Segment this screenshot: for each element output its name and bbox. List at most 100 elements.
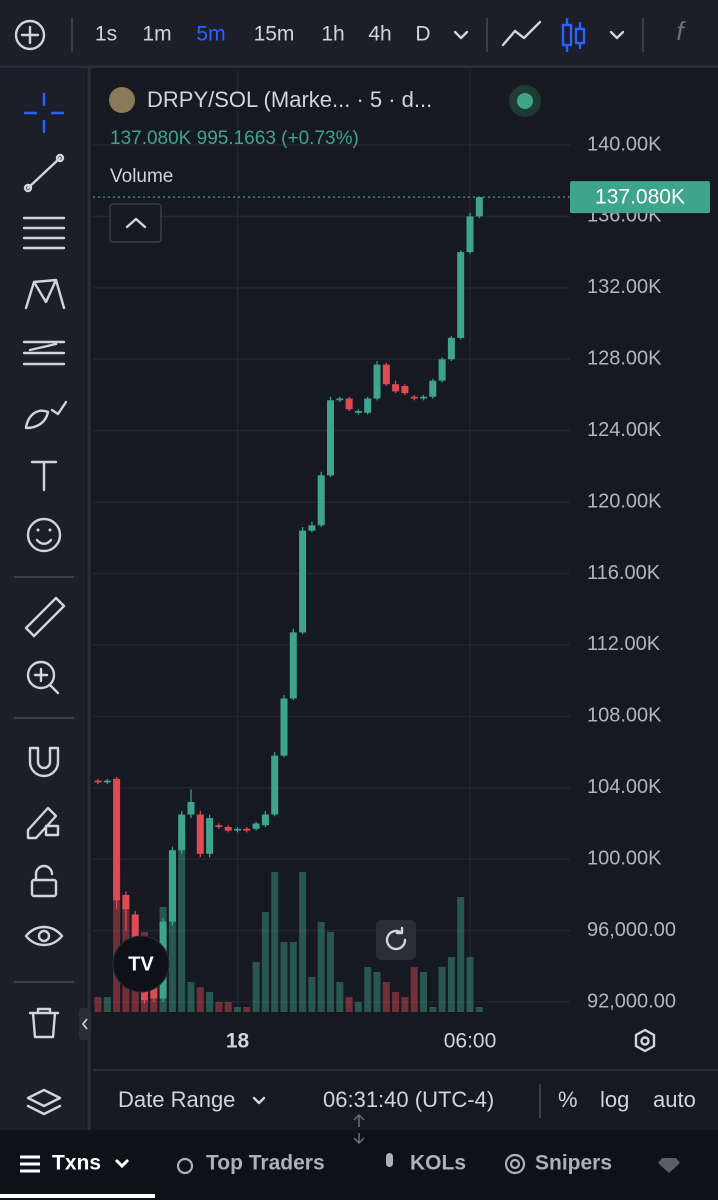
candle-body [289,632,297,699]
volume-bar [420,972,427,1012]
volume-bar [345,997,353,1012]
log-toggle[interactable]: log [600,1087,629,1112]
kols-icon [386,1153,393,1167]
symbol-title[interactable]: DRPY/SOL (Marke... · 5 · d... [147,87,432,112]
pattern-tool[interactable] [24,278,66,310]
resize-handle[interactable] [353,1113,365,1145]
visibility-tool[interactable] [24,925,64,947]
prediction-tool[interactable] [22,340,66,366]
volume-label: Volume [110,166,173,187]
candle-body [457,252,465,338]
volume-bar [466,957,474,1012]
candle-body [243,828,251,831]
y-tick-label: 112.00K [587,633,661,655]
add-button[interactable] [14,19,46,51]
tab[interactable]: Snipers [535,1152,612,1175]
tab[interactable]: Top Traders [206,1152,325,1175]
candle-body [438,359,446,381]
tv-logo [112,935,170,993]
candle-type-button[interactable] [561,18,586,52]
crosshair-tool[interactable] [24,93,64,133]
interval-button[interactable]: 1h [321,23,344,46]
tab[interactable]: Txns [52,1152,101,1175]
candle-body [327,400,334,476]
candle-body [392,384,400,392]
volume-bar [475,1007,483,1012]
magnet-tool[interactable] [28,746,60,778]
reset-icon [385,926,407,951]
interval-button[interactable]: 1m [142,23,171,46]
ruler-tool[interactable] [24,596,66,638]
volume-bar [261,912,269,1012]
volume-bar [187,982,195,1012]
delete-tool[interactable] [28,1007,60,1039]
settings-button[interactable] [634,1028,656,1053]
candle-body [94,780,102,783]
y-tick-label: 116.00K [587,562,661,584]
layers-button[interactable] [26,1088,62,1116]
txns-menu[interactable] [114,1158,130,1169]
candle-body [280,698,288,756]
indicators-button[interactable]: f [676,16,686,46]
auto-toggle[interactable]: auto [653,1087,696,1112]
text-tool[interactable] [30,460,58,492]
volume-bar [206,992,214,1012]
volume-bar [168,857,176,1012]
volume-bar [243,1007,251,1012]
chart-area [93,68,718,1070]
candle-body [168,850,176,922]
lock-drawing-tool[interactable] [26,806,60,840]
y-tick-label: 92,000.00 [587,990,676,1012]
clock[interactable]: 06:31:40 (UTC-4) [323,1087,494,1112]
candle-body [382,364,390,385]
line-type-button[interactable] [501,20,542,47]
candle-body [336,398,344,401]
lock-tool[interactable] [30,864,58,898]
volume-bar [94,997,102,1012]
candle-body [271,755,279,815]
candle-body [206,818,214,854]
interval-button[interactable]: 1s [95,23,117,46]
tv-logo-mark: TV [128,953,154,975]
trend-line-tool[interactable] [23,153,65,193]
y-tick-label: 120.00K [587,490,662,512]
volume-bar [271,872,279,1012]
y-tick-label: 104.00K [587,776,662,798]
zoom-tool[interactable] [26,660,60,695]
candle-body [196,814,204,854]
percent-toggle[interactable]: % [558,1087,578,1112]
interval-button[interactable]: 5m [196,23,225,46]
emoji-tool[interactable] [26,517,62,553]
candle-body [224,827,232,831]
legend-values: 137.080K 995.1663 (+0.73%) [110,128,359,149]
tab[interactable]: KOLs [410,1152,466,1175]
txns-icon [20,1155,40,1173]
y-tick-label: 108.00K [587,705,662,727]
date-range[interactable]: Date Range [118,1087,235,1112]
volume-bar [447,957,455,1012]
y-tick-label: 140.00K [587,133,662,155]
interval-button[interactable]: 4h [368,23,391,46]
interval-button[interactable]: D [415,23,430,46]
collapse-legend[interactable] [109,203,162,243]
volume-bar [392,992,400,1012]
reset-button[interactable] [376,920,416,960]
candle-body [373,364,381,399]
volume-bar [457,897,465,1012]
volume-bar [224,1002,232,1012]
volume-bar [382,982,390,1012]
status-dot [517,93,533,109]
volume-bar [280,942,288,1012]
candle-body [178,814,186,851]
fib-tool[interactable] [22,216,66,250]
brush-tool[interactable] [24,400,68,430]
chart-type-menu[interactable] [609,30,625,40]
candle-body [354,411,362,413]
collapse-toolbar[interactable] [79,1008,91,1040]
interval-menu[interactable] [453,30,469,40]
volume-bar [103,997,111,1012]
volume-bar [373,972,381,1012]
last-price-label: 137.080K [595,186,685,209]
interval-button[interactable]: 15m [254,23,295,46]
